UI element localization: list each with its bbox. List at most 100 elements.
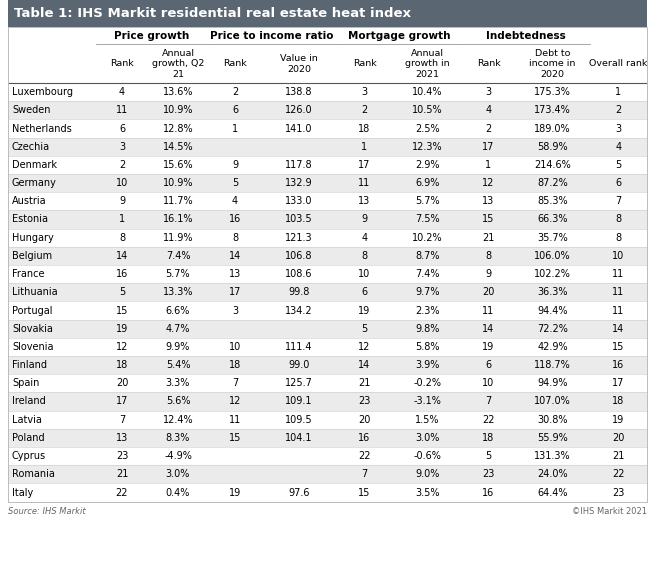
Text: 16: 16 <box>359 433 370 443</box>
Text: 14: 14 <box>116 251 128 261</box>
Bar <box>8 210 647 229</box>
Text: 3: 3 <box>119 142 125 152</box>
Text: Source: IHS Markit: Source: IHS Markit <box>8 507 85 516</box>
Text: -0.2%: -0.2% <box>413 378 441 388</box>
Text: 13: 13 <box>482 197 495 206</box>
Text: 1.5%: 1.5% <box>415 415 439 425</box>
Text: 0.4%: 0.4% <box>166 488 190 497</box>
Text: 3: 3 <box>486 87 492 97</box>
Text: 3.0%: 3.0% <box>415 433 439 443</box>
Text: 14: 14 <box>482 324 495 333</box>
Text: 9.9%: 9.9% <box>166 342 190 352</box>
Text: 19: 19 <box>229 488 241 497</box>
Text: 23: 23 <box>116 451 128 461</box>
Text: Ireland: Ireland <box>12 397 46 406</box>
Text: 2: 2 <box>361 105 368 115</box>
Text: 6.9%: 6.9% <box>415 178 439 188</box>
Text: 87.2%: 87.2% <box>537 178 568 188</box>
Text: 11: 11 <box>229 415 241 425</box>
Text: 2: 2 <box>119 160 125 170</box>
Text: 104.1: 104.1 <box>286 433 313 443</box>
Text: 11: 11 <box>612 305 625 316</box>
Text: 11: 11 <box>116 105 128 115</box>
Text: 9: 9 <box>486 269 492 279</box>
Text: 21: 21 <box>482 233 495 243</box>
Text: Rank: Rank <box>353 60 376 69</box>
Text: 7: 7 <box>615 197 621 206</box>
Text: 9.7%: 9.7% <box>415 287 439 297</box>
Text: 18: 18 <box>612 397 625 406</box>
Text: Luxembourg: Luxembourg <box>12 87 73 97</box>
Text: 10: 10 <box>359 269 370 279</box>
Text: 7.5%: 7.5% <box>415 214 440 225</box>
Text: 10.9%: 10.9% <box>163 105 193 115</box>
Text: 42.9%: 42.9% <box>537 342 568 352</box>
Text: Cyprus: Cyprus <box>12 451 46 461</box>
Text: 189.0%: 189.0% <box>534 124 570 134</box>
Text: 10: 10 <box>482 378 495 388</box>
Text: 10: 10 <box>229 342 241 352</box>
Text: Rank: Rank <box>477 60 500 69</box>
Text: 94.9%: 94.9% <box>537 378 568 388</box>
Text: Estonia: Estonia <box>12 214 48 225</box>
Text: 175.3%: 175.3% <box>534 87 571 97</box>
Text: 13: 13 <box>116 433 128 443</box>
Text: 16: 16 <box>482 488 495 497</box>
Text: 22: 22 <box>116 488 128 497</box>
Text: 10: 10 <box>612 251 625 261</box>
Bar <box>8 411 647 429</box>
Bar <box>8 192 647 210</box>
Text: 85.3%: 85.3% <box>537 197 568 206</box>
Text: 8: 8 <box>119 233 125 243</box>
Text: 99.8: 99.8 <box>288 287 310 297</box>
Text: 1: 1 <box>232 124 238 134</box>
Text: 118.7%: 118.7% <box>534 360 571 370</box>
Text: 22: 22 <box>358 451 371 461</box>
Text: 10.4%: 10.4% <box>412 87 443 97</box>
Bar <box>8 101 647 119</box>
Text: 4: 4 <box>119 87 125 97</box>
Text: Austria: Austria <box>12 197 47 206</box>
Text: Romania: Romania <box>12 469 55 479</box>
Text: 66.3%: 66.3% <box>537 214 568 225</box>
Text: 16: 16 <box>116 269 128 279</box>
Text: 17: 17 <box>229 287 241 297</box>
Text: 64.4%: 64.4% <box>537 488 568 497</box>
Text: 134.2: 134.2 <box>285 305 313 316</box>
Text: Debt to
income in
2020: Debt to income in 2020 <box>529 49 576 79</box>
Text: 19: 19 <box>116 324 128 333</box>
Text: 22: 22 <box>482 415 495 425</box>
Text: 133.0: 133.0 <box>286 197 313 206</box>
Bar <box>8 429 647 447</box>
Text: 102.2%: 102.2% <box>534 269 571 279</box>
Text: 18: 18 <box>482 433 495 443</box>
Text: 10.5%: 10.5% <box>412 105 443 115</box>
Text: 20: 20 <box>612 433 625 443</box>
Text: 5: 5 <box>361 324 368 333</box>
Text: 5.4%: 5.4% <box>166 360 190 370</box>
Text: Lithuania: Lithuania <box>12 287 57 297</box>
Text: 108.6: 108.6 <box>286 269 313 279</box>
Text: 4.7%: 4.7% <box>166 324 190 333</box>
Bar <box>8 27 647 501</box>
Text: 10: 10 <box>116 178 128 188</box>
Text: 16.1%: 16.1% <box>163 214 193 225</box>
Text: 9: 9 <box>361 214 368 225</box>
Text: Price to income ratio: Price to income ratio <box>210 31 334 41</box>
Text: 3.3%: 3.3% <box>166 378 190 388</box>
Text: 18: 18 <box>359 124 370 134</box>
Text: 214.6%: 214.6% <box>534 160 571 170</box>
Text: 5: 5 <box>232 178 238 188</box>
Text: 6: 6 <box>119 124 125 134</box>
Bar <box>8 356 647 374</box>
Text: Latvia: Latvia <box>12 415 42 425</box>
Text: 19: 19 <box>482 342 495 352</box>
Text: 5: 5 <box>119 287 125 297</box>
Bar <box>8 174 647 192</box>
Text: 7.4%: 7.4% <box>415 269 439 279</box>
Text: 23: 23 <box>482 469 495 479</box>
Text: 4: 4 <box>486 105 492 115</box>
Text: 8.7%: 8.7% <box>415 251 439 261</box>
Text: 17: 17 <box>612 378 625 388</box>
Text: Slovakia: Slovakia <box>12 324 53 333</box>
